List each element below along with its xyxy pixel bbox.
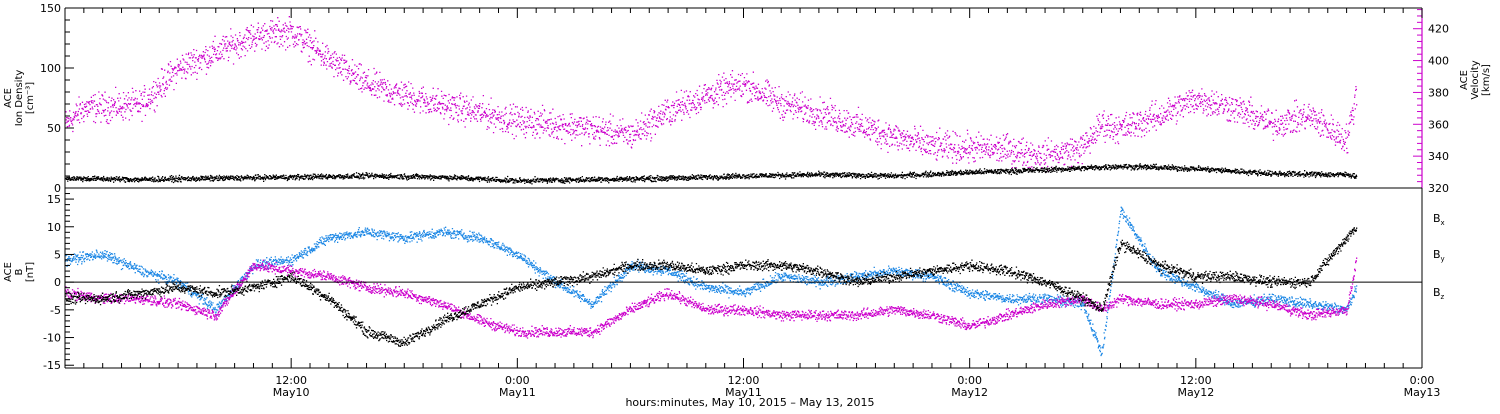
x-tick-date: May11 <box>725 386 762 399</box>
b-tick-label: 10 <box>47 221 61 234</box>
bottom-panel: -15 -10 -5 0 5 10 15 ACEB[nT] Bx By Bz <box>3 187 1445 372</box>
x-tick-date: May12 <box>1177 386 1214 399</box>
x-axis-title: hours:minutes, May 10, 2015 – May 13, 20… <box>625 396 874 409</box>
b-tick-label: 15 <box>47 193 61 206</box>
velocity-series <box>65 16 1358 173</box>
legend-by: By <box>1433 248 1445 263</box>
x-tick-date: May10 <box>273 386 310 399</box>
density-tick-label: 50 <box>47 122 61 135</box>
top-panel: 0 50 100 150 320 340 360 380 400 420 ACEIon Densit… <box>3 2 1492 195</box>
x-tick-time: 12:00 <box>275 374 307 387</box>
velocity-series-points <box>65 16 1358 173</box>
x-axis: 12:00May100:00May1112:00May110:00May1212… <box>64 8 1441 399</box>
x-tick-time: 0:00 <box>957 374 982 387</box>
b-tick-label: -5 <box>50 304 61 317</box>
b-tick-label: -15 <box>43 359 61 372</box>
x-tick-date: May11 <box>499 386 536 399</box>
velocity-tick-label: 380 <box>1428 86 1449 99</box>
density-series <box>65 163 1358 185</box>
bz-series-points <box>65 257 1358 339</box>
b-tick-label: 5 <box>54 248 61 261</box>
velocity-axis-title: ACEVelocity[km/s] <box>1459 60 1492 99</box>
velocity-tick-label: 400 <box>1428 55 1449 68</box>
x-tick-date: May13 <box>1404 386 1441 399</box>
bx-series <box>65 227 1358 347</box>
velocity-tick-label: 340 <box>1428 150 1449 163</box>
x-tick-time: 0:00 <box>505 374 530 387</box>
x-tick-time: 12:00 <box>728 374 760 387</box>
density-axis-title: ACEIon Density[cm⁻³] <box>3 70 36 127</box>
density-tick-label: 150 <box>40 2 61 15</box>
by-series <box>65 206 1358 357</box>
velocity-tick-label: 360 <box>1428 118 1449 131</box>
legend-bz: Bz <box>1433 286 1445 301</box>
legend-bx: Bx <box>1433 212 1445 227</box>
bz-series <box>65 257 1358 339</box>
b-axis-title: ACEB[nT] <box>3 262 36 282</box>
b-tick-label: -10 <box>43 332 61 345</box>
x-tick-time: 0:00 <box>1410 374 1435 387</box>
velocity-tick-label: 320 <box>1428 182 1449 195</box>
density-tick-label: 100 <box>40 62 61 75</box>
b-tick-label: 0 <box>54 276 61 289</box>
x-tick-date: May12 <box>951 386 988 399</box>
bx-series-points <box>65 227 1358 347</box>
x-tick-time: 12:00 <box>1180 374 1212 387</box>
density-series-points <box>65 163 1358 185</box>
velocity-tick-label: 420 <box>1428 23 1449 36</box>
by-series-points <box>65 206 1358 357</box>
density-tick-label: 0 <box>54 182 61 195</box>
